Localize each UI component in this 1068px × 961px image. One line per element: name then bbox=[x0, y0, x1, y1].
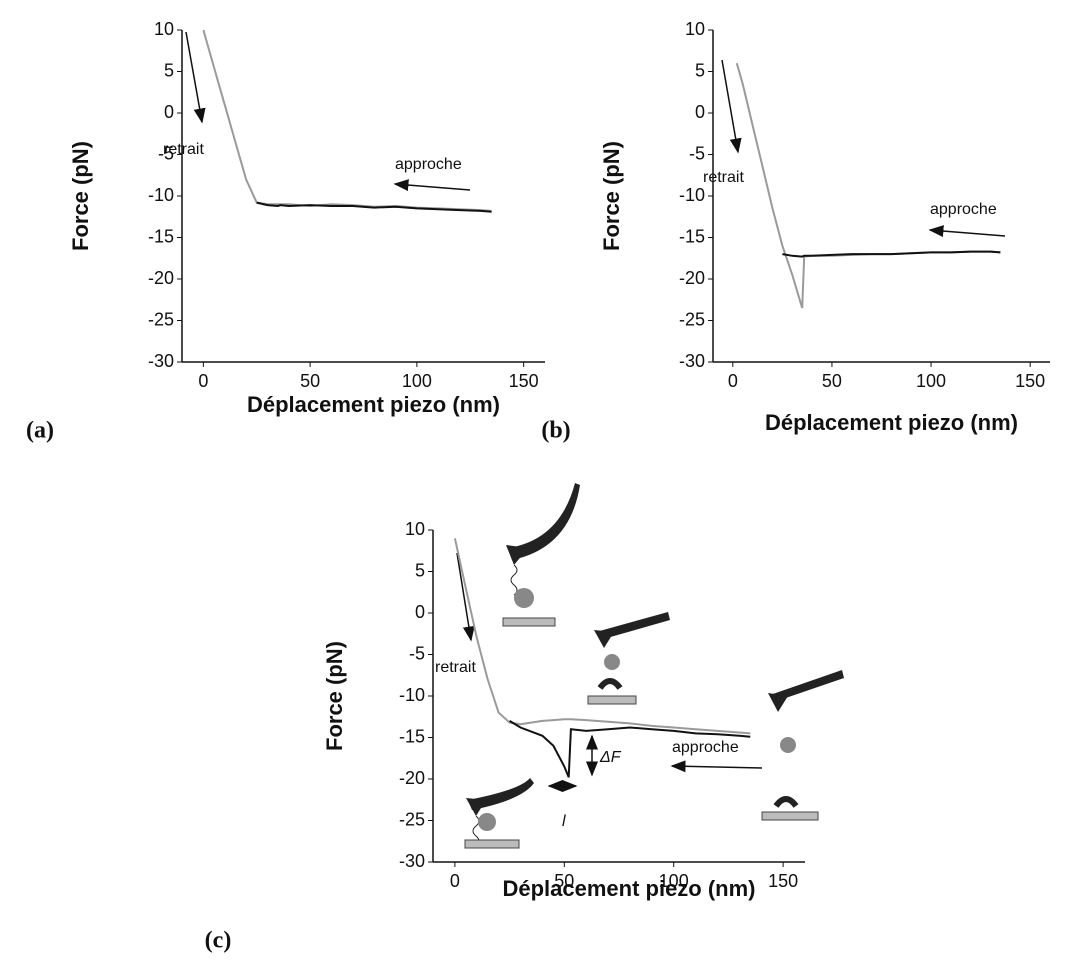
y-tick-label: 10 bbox=[154, 19, 174, 39]
panel-label: (a) bbox=[26, 418, 54, 444]
y-tick-label: -10 bbox=[679, 185, 705, 205]
x-axis-title: Déplacement piezo (nm) bbox=[765, 410, 1018, 435]
arrow bbox=[393, 179, 471, 192]
y-tick-label: -20 bbox=[148, 268, 174, 288]
annotation: retrait bbox=[703, 169, 744, 186]
panel-label: (c) bbox=[205, 928, 232, 954]
arrows bbox=[185, 31, 1006, 792]
data-line bbox=[453, 538, 751, 735]
y-tick-label: 0 bbox=[695, 102, 705, 122]
cartoon bbox=[761, 670, 844, 821]
x-tick-label: 100 bbox=[659, 871, 689, 891]
arrow bbox=[456, 552, 475, 642]
y-axis-title: Force (pN) bbox=[322, 641, 347, 751]
y-tick-label: -30 bbox=[148, 351, 174, 371]
annotation: retrait bbox=[435, 659, 476, 676]
annotation: l bbox=[562, 813, 566, 830]
x-axis-title: Déplacement piezo (nm) bbox=[247, 392, 500, 417]
y-axis-title: Force (pN) bbox=[68, 141, 93, 251]
panel-label: (b) bbox=[541, 418, 570, 444]
annotation: retrait bbox=[163, 141, 204, 158]
y-tick-label: -5 bbox=[158, 143, 174, 163]
x-tick-label: 150 bbox=[509, 371, 539, 391]
y-tick-label: 10 bbox=[405, 519, 425, 539]
y-tick-label: -30 bbox=[679, 351, 705, 371]
y-tick-label: -20 bbox=[399, 768, 425, 788]
y-tick-label: -15 bbox=[679, 226, 705, 246]
annotation: approche bbox=[930, 201, 997, 218]
data-line bbox=[735, 62, 1001, 309]
cartoons bbox=[464, 483, 844, 849]
x-tick-label: 0 bbox=[198, 371, 208, 391]
x-tick-label: 0 bbox=[728, 371, 738, 391]
x-tick-label: 0 bbox=[450, 871, 460, 891]
x-tick-label: 50 bbox=[300, 371, 320, 391]
y-tick-label: -20 bbox=[679, 268, 705, 288]
x-axis-title: Déplacement piezo (nm) bbox=[502, 876, 755, 901]
y-tick-label: -15 bbox=[148, 226, 174, 246]
y-tick-label: 10 bbox=[685, 19, 705, 39]
cartoon bbox=[464, 778, 534, 849]
arrow bbox=[721, 59, 742, 154]
y-tick-label: -25 bbox=[399, 809, 425, 829]
x-tick-label: 50 bbox=[554, 871, 574, 891]
y-tick-label: -5 bbox=[409, 643, 425, 663]
arrow bbox=[670, 760, 763, 773]
data-line bbox=[256, 201, 492, 213]
y-tick-label: 5 bbox=[695, 60, 705, 80]
data-line bbox=[782, 250, 1001, 258]
y-tick-label: -5 bbox=[689, 143, 705, 163]
arrow bbox=[928, 225, 1006, 238]
y-tick-label: -10 bbox=[399, 685, 425, 705]
y-tick-label: 5 bbox=[415, 560, 425, 580]
y-tick-label: -25 bbox=[679, 309, 705, 329]
cartoon bbox=[587, 612, 670, 705]
x-tick-label: 50 bbox=[822, 371, 842, 391]
arrow bbox=[185, 31, 206, 124]
x-tick-label: 100 bbox=[402, 371, 432, 391]
y-tick-label: 5 bbox=[164, 60, 174, 80]
y-tick-label: -30 bbox=[399, 851, 425, 871]
x-tick-label: 150 bbox=[768, 871, 798, 891]
data-line bbox=[509, 720, 751, 778]
y-tick-label: -10 bbox=[148, 185, 174, 205]
y-axis-title: Force (pN) bbox=[599, 141, 624, 251]
y-tick-label: 0 bbox=[164, 102, 174, 122]
y-tick-label: 0 bbox=[415, 602, 425, 622]
annotation: ΔF bbox=[599, 749, 622, 766]
y-tick-label: -25 bbox=[148, 309, 174, 329]
x-tick-label: 100 bbox=[916, 371, 946, 391]
data-line bbox=[202, 29, 492, 212]
annotation: approche bbox=[395, 156, 462, 173]
y-tick-label: -15 bbox=[399, 726, 425, 746]
annotation: approche bbox=[672, 739, 739, 756]
x-tick-label: 150 bbox=[1015, 371, 1045, 391]
cartoon bbox=[502, 483, 580, 627]
